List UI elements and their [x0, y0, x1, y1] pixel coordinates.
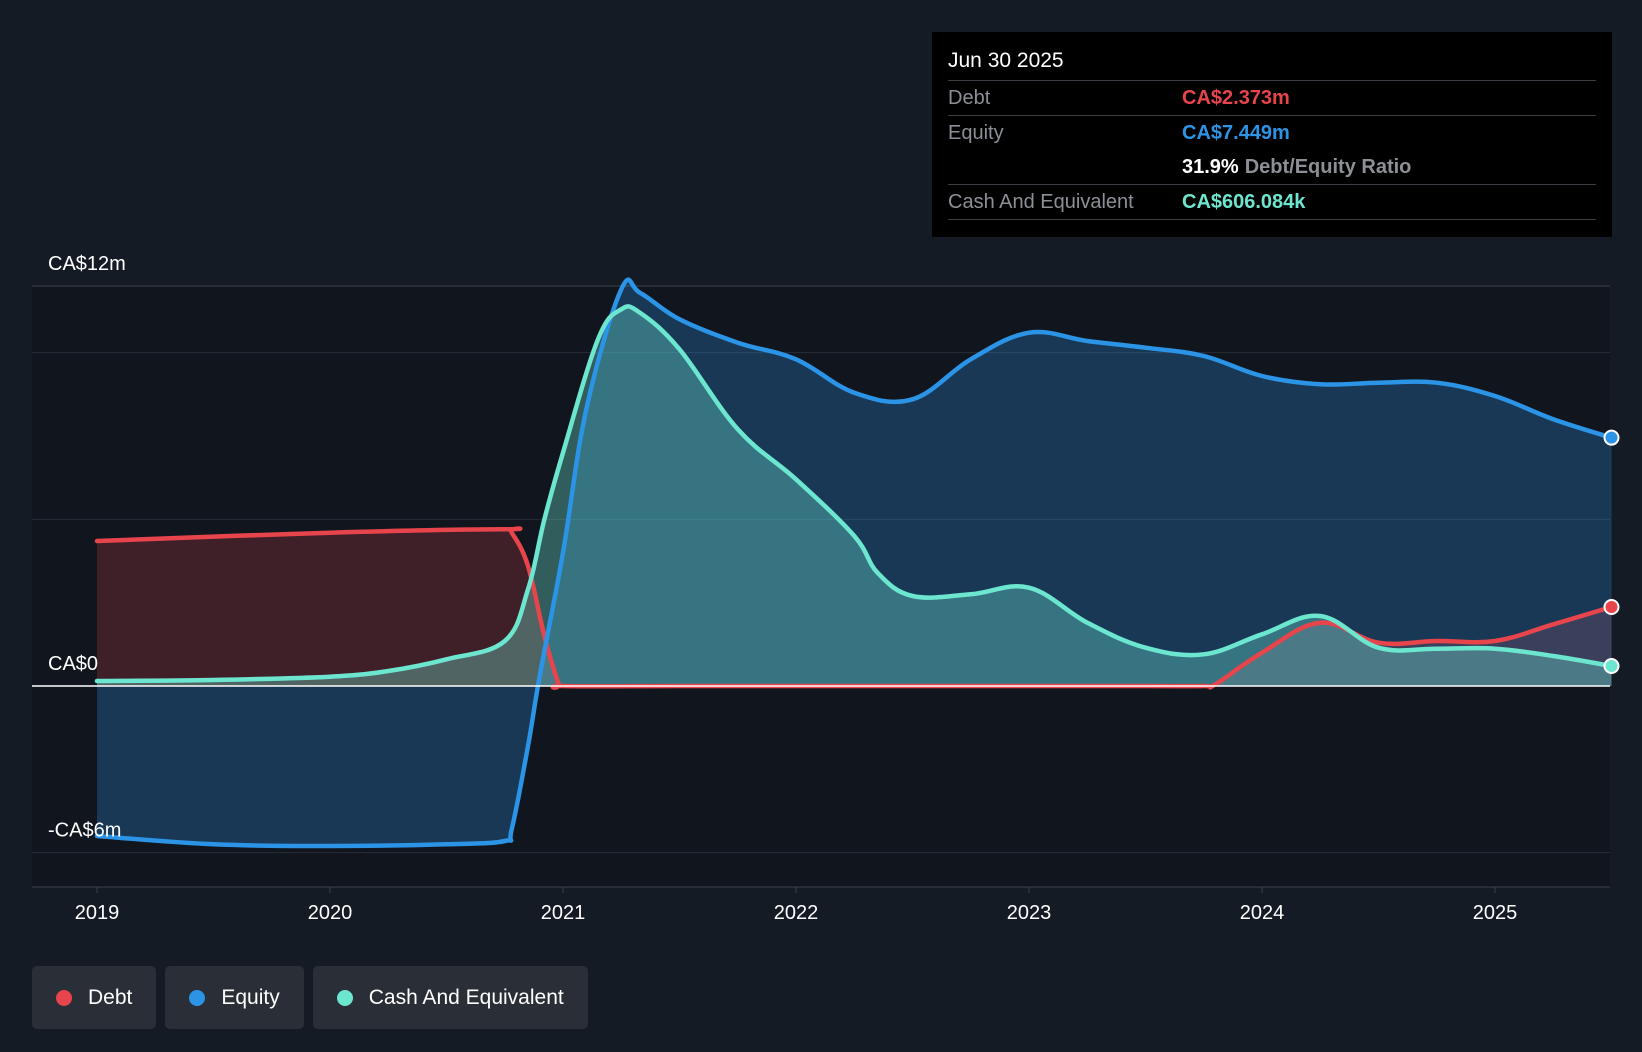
x-tick-label: 2019 — [75, 902, 120, 924]
tooltip-equity-value: CA$7.449m — [1182, 122, 1290, 144]
x-tick-label: 2023 — [1007, 902, 1052, 924]
y-tick-label: CA$12m — [48, 253, 126, 275]
y-tick-label: -CA$6m — [48, 820, 121, 842]
legend-dot-equity-icon — [189, 989, 206, 1006]
endpoint-cash — [1603, 658, 1620, 674]
tooltip-cash-label: Cash And Equivalent — [948, 191, 1134, 213]
tooltip-date: Jun 30 2025 — [948, 46, 1596, 81]
legend-item-cash[interactable]: Cash And Equivalent — [312, 966, 588, 1029]
x-tick-label: 2022 — [774, 902, 819, 924]
series-areas — [97, 279, 1612, 847]
area-equity — [97, 279, 1612, 847]
x-tick-label: 2021 — [541, 902, 586, 924]
x-axis-labels: 2019 2020 2021 2022 2023 2024 2025 — [75, 887, 1518, 924]
legend: Debt Equity Cash And Equivalent — [32, 966, 588, 1029]
legend-label-equity: Equity — [221, 985, 280, 1009]
x-tick-label: 2025 — [1473, 902, 1518, 924]
y-axis-labels: CA$12m CA$0 -CA$6m — [48, 253, 126, 842]
legend-item-equity[interactable]: Equity — [165, 966, 304, 1029]
tooltip-panel: Jun 30 2025 Debt CA$2.373m Equity CA$7.4… — [932, 32, 1612, 237]
x-tick-label: 2020 — [308, 902, 353, 924]
tooltip-debt-label: Debt — [948, 87, 991, 109]
legend-dot-debt-icon — [56, 989, 72, 1006]
line-cash — [94, 304, 1614, 684]
series-endpoints — [1603, 429, 1620, 674]
legend-item-debt[interactable]: Debt — [32, 966, 157, 1029]
endpoint-debt — [1603, 599, 1620, 615]
tooltip-equity-label: Equity — [948, 122, 1004, 144]
tooltip-row-cash: Cash And Equivalent CA$606.084k — [948, 185, 1596, 220]
legend-dot-cash-icon — [336, 989, 353, 1006]
tooltip-row-equity: Equity CA$7.449m — [948, 116, 1596, 150]
tooltip-cash-value: CA$606.084k — [1182, 191, 1306, 213]
x-tick-label: 2024 — [1240, 902, 1285, 924]
tooltip-debt-value: CA$2.373m — [1182, 87, 1290, 109]
legend-label-debt: Debt — [88, 985, 133, 1009]
tooltip-row-debt: Debt CA$2.373m — [948, 81, 1596, 116]
tooltip-row-ratio: 31.9% Debt/Equity Ratio — [948, 150, 1596, 185]
tooltip-ratio-label: Debt/Equity Ratio — [1244, 156, 1412, 178]
endpoint-equity — [1603, 429, 1620, 446]
area-cash — [97, 306, 1612, 686]
line-equity — [94, 277, 1614, 849]
area-debt — [97, 528, 1612, 688]
tooltip-ratio-value: 31.9% — [1182, 156, 1239, 178]
y-tick-label: CA$0 — [48, 653, 98, 675]
legend-label-cash: Cash And Equivalent — [368, 985, 564, 1009]
